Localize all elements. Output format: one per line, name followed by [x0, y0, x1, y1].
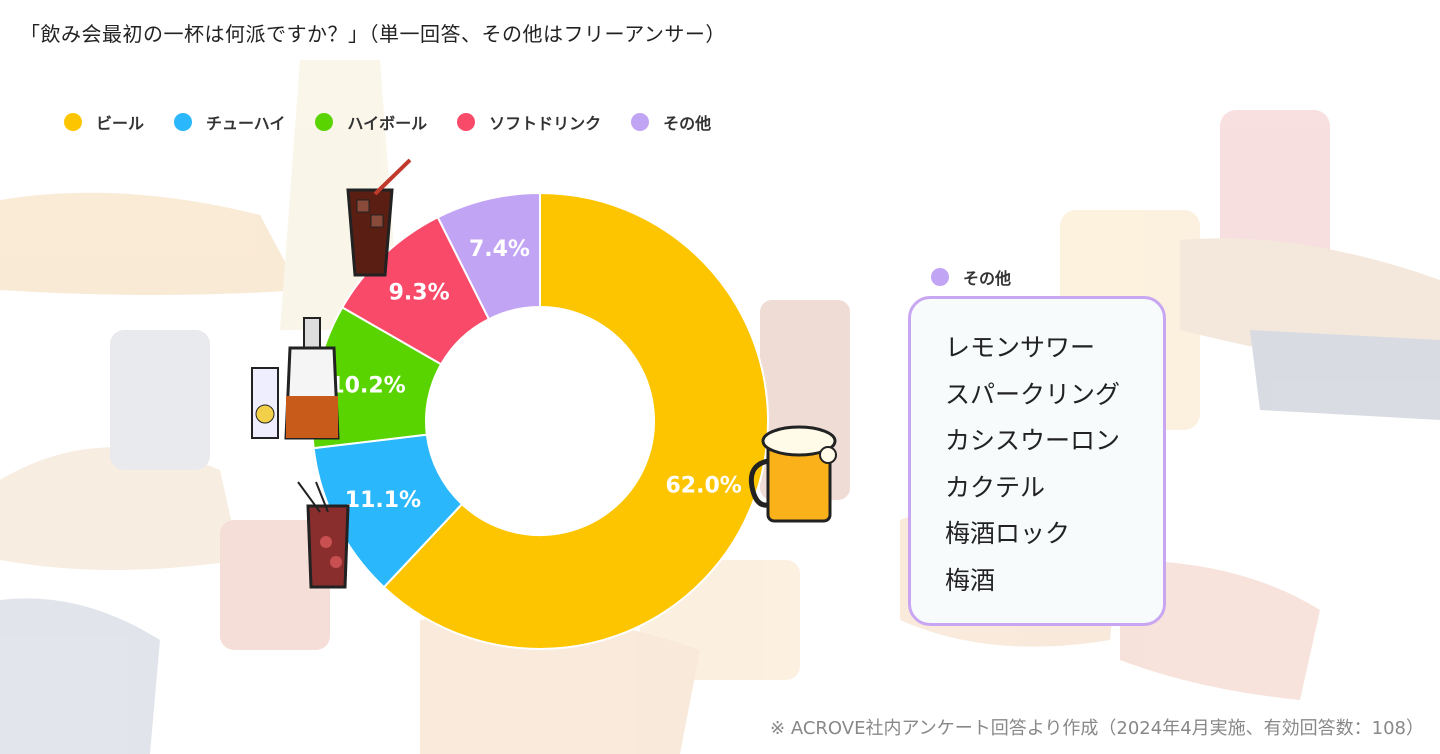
- legend-swatch-soft-drink: [457, 113, 476, 131]
- legend-swatch-chuhai: [174, 113, 193, 131]
- legend-item-highball: ハイボール: [315, 110, 427, 134]
- slice-label-highball: 10.2%: [329, 373, 405, 398]
- cola-glass-icon: [346, 158, 412, 277]
- legend-label-other: その他: [663, 114, 712, 133]
- other-legend: その他: [931, 265, 1011, 289]
- legend-item-chuhai: チューハイ: [174, 110, 285, 134]
- whisky-bottle-icon: [251, 317, 340, 440]
- other-answers-list: レモンサワー スパークリング カシスウーロン カクテル 梅酒ロック 梅酒: [945, 325, 1163, 604]
- slice-label-beer: 62.0%: [665, 473, 741, 498]
- list-item: カシスウーロン: [945, 426, 1121, 455]
- footnote: ※ ACROVE社内アンケート回答より作成（2024年4月実施、有効回答数：10…: [770, 718, 1424, 739]
- legend-swatch-highball: [315, 113, 334, 131]
- beer-mug-icon: [748, 425, 837, 523]
- chuhai-glass-icon: [297, 481, 350, 589]
- slice-other: [436, 191, 541, 321]
- list-item: レモンサワー: [945, 333, 1096, 362]
- legend-item-beer: ビール: [64, 110, 144, 134]
- list-item: スパークリング: [945, 379, 1121, 409]
- legend-item-other: その他: [631, 110, 711, 134]
- slice-label-chuhai: 11.1%: [345, 488, 421, 513]
- slice-label-other: 7.4%: [469, 237, 530, 262]
- legend-label-chuhai: チューハイ: [206, 114, 286, 133]
- legend-label-beer: ビール: [96, 114, 145, 133]
- legend-item-soft-drink: ソフトドリンク: [457, 110, 601, 134]
- other-answers-box: レモンサワー スパークリング カシスウーロン カクテル 梅酒ロック 梅酒: [908, 296, 1166, 626]
- legend-swatch-beer: [64, 113, 82, 131]
- list-item: カクテル: [945, 472, 1046, 502]
- chart-title: 「飲み会最初の一杯は何派ですか？」（単一回答、その他はフリーアンサー）: [20, 22, 726, 46]
- legend-label-highball: ハイボール: [347, 114, 428, 133]
- legend-label-soft-drink: ソフトドリンク: [489, 114, 602, 133]
- chart-legend: ビール チューハイ ハイボール ソフトドリンク その他: [64, 110, 741, 134]
- slice-label-soft-drink: 9.3%: [389, 281, 450, 306]
- list-item: 梅酒: [945, 565, 996, 595]
- other-legend-swatch: [931, 268, 949, 286]
- other-legend-label: その他: [963, 269, 1012, 288]
- legend-swatch-other: [631, 113, 650, 131]
- list-item: 梅酒ロック: [945, 519, 1071, 548]
- slice-beer: [382, 191, 769, 650]
